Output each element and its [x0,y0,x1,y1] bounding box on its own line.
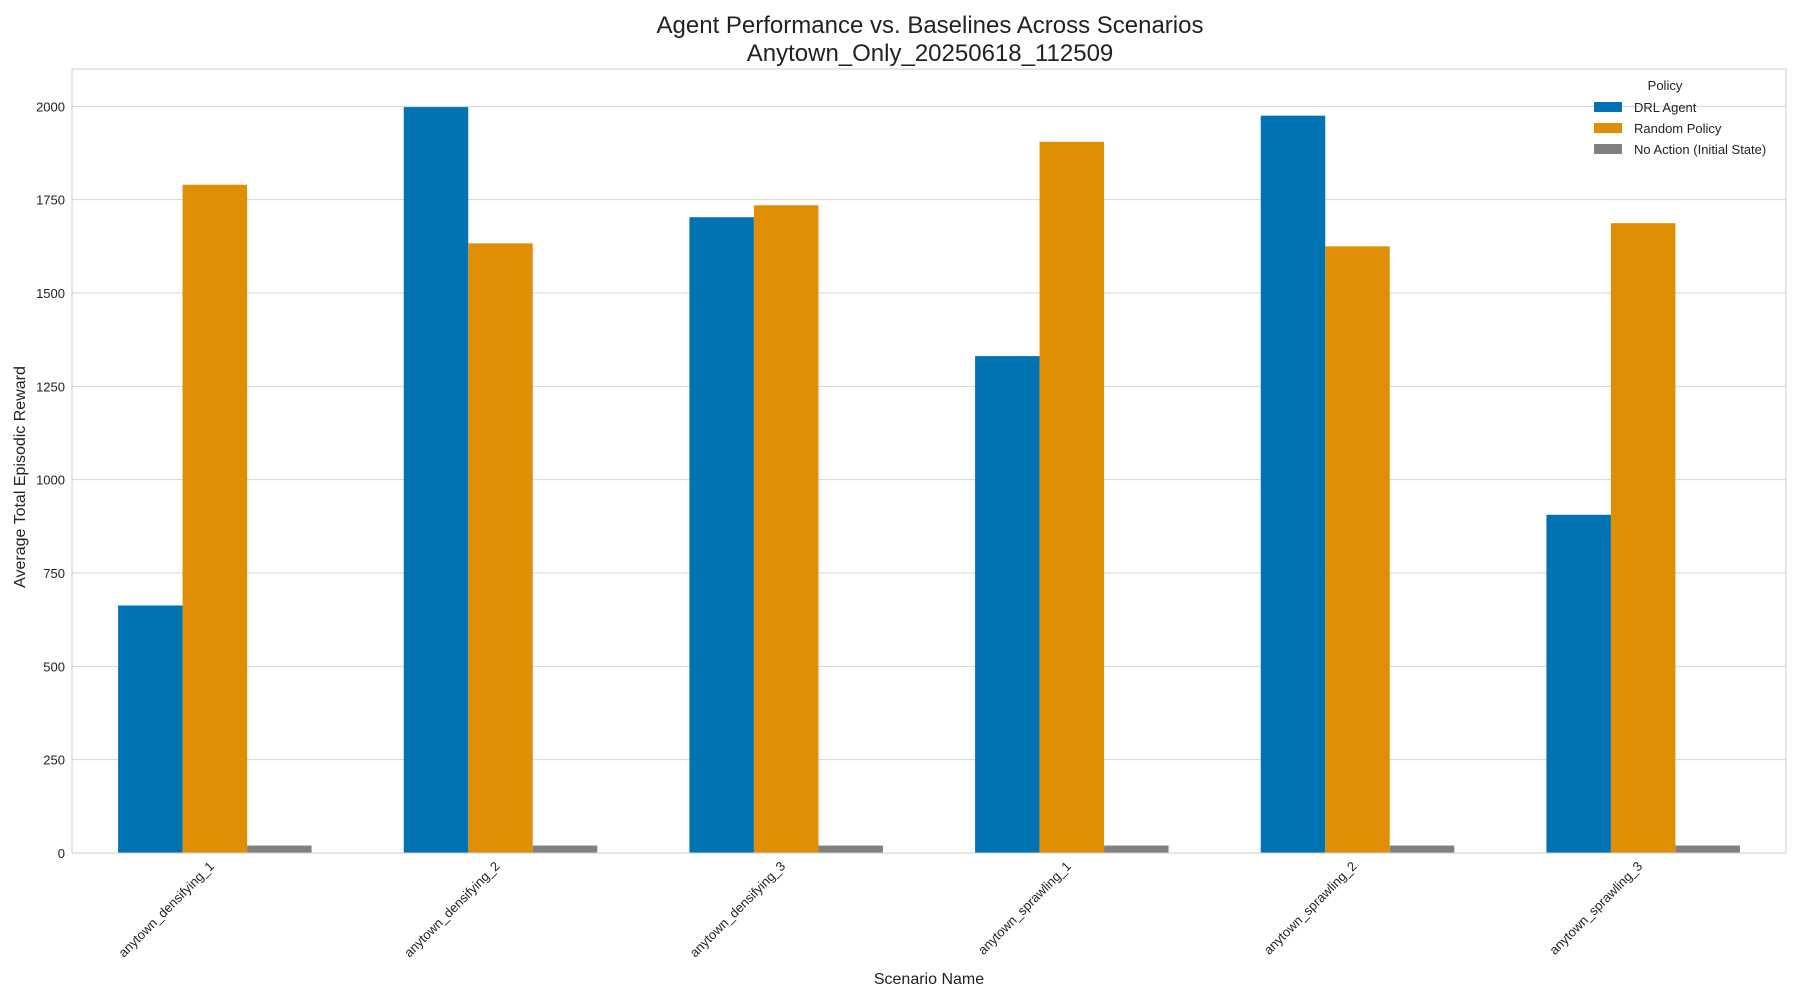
bars [118,107,1740,854]
y-tick-label: 750 [43,566,65,581]
bar [182,184,248,853]
y-tick-label: 1750 [36,193,65,208]
y-tick-label: 2000 [36,99,65,114]
plot-frame [71,68,1787,854]
legend-swatch [1594,123,1622,133]
bar [403,107,469,853]
legend-swatch [1594,144,1622,154]
x-tick-label: anytown_densifying_3 [687,859,789,961]
y-axis-label: Average Total Episodic Reward [12,366,29,588]
bar [975,356,1040,853]
x-tick-label: anytown_sprawling_3 [1546,859,1645,958]
x-tick-label: anytown_densifying_1 [115,859,217,961]
legend-label: Random Policy [1634,121,1722,136]
bar [1104,845,1169,853]
bar [1675,845,1740,853]
y-tick-label: 1250 [36,379,65,394]
bar [1039,141,1105,854]
bar [118,605,183,853]
x-axis-label: Scenario Name [874,971,984,988]
legend: Policy DRL Agent Random Policy No Action (… [1594,78,1766,157]
x-tick-label: anytown_sprawling_1 [975,859,1074,958]
x-tick-labels: anytown_densifying_1 anytown_densifying_2… [115,859,1645,961]
gridlines [72,105,1786,854]
chart-title: Agent Performance vs. Baselines Across S… [657,12,1204,39]
x-tick-label: anytown_densifying_2 [401,859,503,961]
bar [1325,246,1390,854]
y-tick-label: 1000 [36,473,65,488]
legend-label: DRL Agent [1634,100,1697,115]
legend-label: No Action (Initial State) [1634,142,1766,157]
x-tick-label: anytown_sprawling_2 [1261,859,1360,958]
chart-subtitle: Anytown_Only_20250618_112509 [747,40,1114,67]
bar [689,217,754,854]
y-tick-label: 500 [43,659,65,674]
bar [1260,115,1326,853]
bar [1389,845,1455,853]
y-tick-label: 0 [58,846,65,861]
bar [532,845,598,853]
bar [753,205,819,853]
bar [818,845,883,853]
bar [468,243,533,853]
bar [1546,514,1611,853]
y-tick-labels: 0 250 500 750 1000 1250 1500 1750 2000 [36,99,65,861]
y-tick-label: 1500 [36,286,65,301]
bar [247,845,312,853]
bar [1610,223,1676,854]
legend-swatch [1594,102,1622,112]
y-tick-label: 250 [43,753,65,768]
legend-title: Policy [1648,78,1683,93]
